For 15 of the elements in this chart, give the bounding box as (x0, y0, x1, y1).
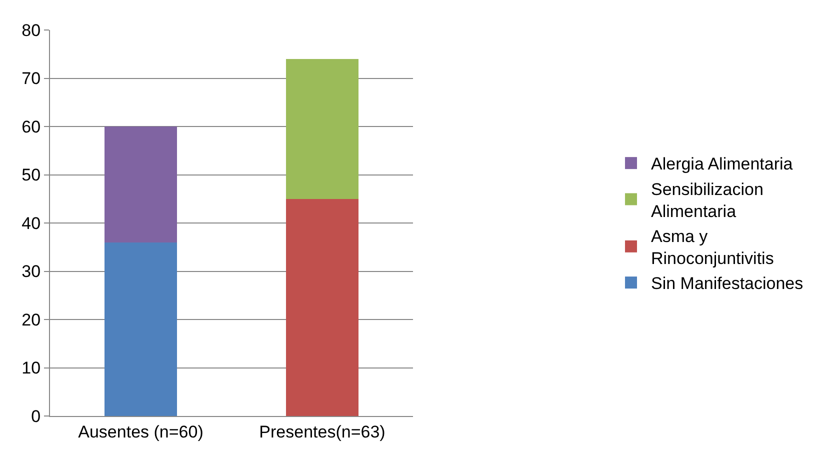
legend-label: Sin Manifestaciones (651, 274, 804, 294)
y-tick-label: 0 (31, 406, 41, 426)
y-tick-label: 20 (22, 310, 41, 330)
x-tick-label: Presentes(n=63) (259, 422, 386, 442)
y-tick-label: 30 (22, 262, 41, 282)
legend-label: Alergia Alimentaria (651, 154, 794, 174)
y-tick-label: 50 (22, 166, 41, 185)
y-tick-label: 60 (22, 117, 41, 136)
y-tick-label: 70 (22, 69, 41, 88)
legend-label: Asma y Rinoconjuntivitis (651, 226, 774, 268)
y-tick-label: 80 (22, 20, 41, 40)
y-tick-label: 40 (22, 214, 41, 233)
x-tick-label: Ausentes (n=60) (78, 422, 204, 442)
legend-label: Sensibilizacion Alimentaria (651, 180, 764, 221)
y-tick-label: 10 (22, 358, 41, 378)
